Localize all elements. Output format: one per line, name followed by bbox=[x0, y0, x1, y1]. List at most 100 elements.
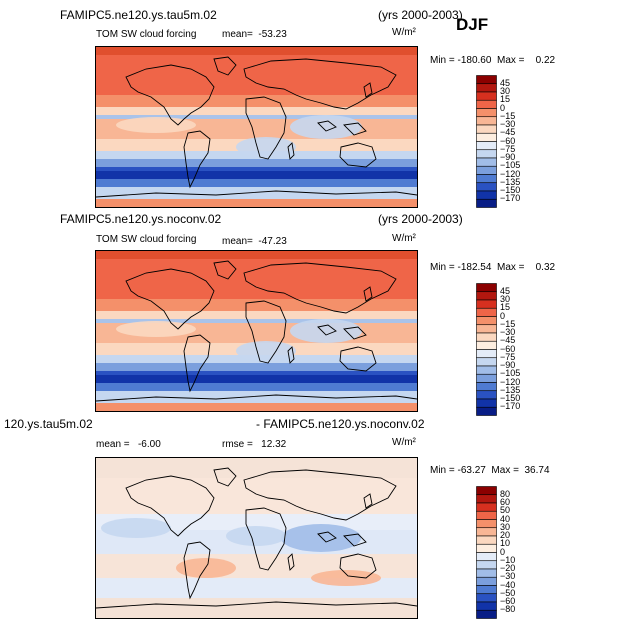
map-band bbox=[96, 387, 417, 391]
panel-1-map-svg bbox=[96, 47, 417, 207]
map-band bbox=[96, 379, 417, 383]
map-band bbox=[96, 598, 417, 602]
map-band bbox=[96, 279, 417, 283]
map-band bbox=[96, 291, 417, 295]
panel-2-mean: mean= -47.23 bbox=[222, 236, 287, 247]
map-band bbox=[96, 171, 417, 175]
map-band bbox=[96, 79, 417, 83]
colorbar-tick-label: −75 bbox=[500, 351, 516, 362]
map-band bbox=[96, 83, 417, 87]
map-patch bbox=[236, 137, 296, 157]
map-band bbox=[96, 71, 417, 75]
map-band bbox=[96, 295, 417, 299]
map-band bbox=[96, 486, 417, 490]
map-band bbox=[96, 363, 417, 367]
map-band bbox=[96, 482, 417, 486]
coastline bbox=[339, 346, 377, 372]
colorbar-tick-label: 0 bbox=[500, 546, 506, 557]
map-band bbox=[96, 175, 417, 179]
colorbar-swatch bbox=[476, 357, 497, 367]
map-patch bbox=[311, 570, 381, 586]
map-band bbox=[96, 307, 417, 311]
coastline bbox=[339, 553, 377, 579]
colorbar-swatch bbox=[476, 510, 497, 520]
colorbar-swatch bbox=[476, 568, 497, 578]
map-band bbox=[96, 135, 417, 139]
coastline bbox=[317, 531, 337, 543]
colorbar-swatch bbox=[476, 198, 497, 208]
map-band bbox=[96, 510, 417, 514]
panel-2-map bbox=[95, 250, 418, 412]
colorbar-swatch bbox=[476, 535, 497, 545]
colorbar-tick-label: 30 bbox=[500, 294, 511, 304]
panel-3-map-svg bbox=[96, 458, 417, 618]
colorbar-swatch bbox=[476, 390, 497, 400]
map-patch bbox=[176, 558, 236, 578]
colorbar-tick-label: 80 bbox=[500, 488, 511, 499]
colorbar-swatch bbox=[476, 601, 497, 611]
map-band bbox=[96, 51, 417, 55]
coastline bbox=[213, 260, 237, 280]
panel-1-mean: mean= -53.23 bbox=[222, 29, 287, 40]
map-band bbox=[96, 407, 417, 411]
map-band bbox=[96, 103, 417, 107]
colorbar-tick-label: 15 bbox=[500, 302, 511, 313]
colorbar-swatch bbox=[476, 332, 497, 342]
coastline bbox=[125, 475, 215, 537]
colorbar-tick-label: 20 bbox=[500, 530, 511, 540]
panel-3-title-right: - FAMIPC5.ne120.ys.noconv.02 bbox=[256, 417, 425, 431]
colorbar-swatch bbox=[476, 552, 497, 562]
coastline bbox=[183, 541, 211, 600]
coastline bbox=[183, 130, 211, 189]
map-band bbox=[96, 395, 417, 399]
panel-1-minmax: Min = -180.60 Max = 0.22 bbox=[430, 55, 556, 66]
colorbar-tick-label: 45 bbox=[500, 77, 511, 88]
map-band bbox=[96, 195, 417, 199]
coastline bbox=[363, 82, 373, 98]
panel-2-minmax: Min = -182.54 Max = 0.32 bbox=[430, 262, 556, 273]
map-band bbox=[96, 518, 417, 522]
panel-1-map bbox=[95, 46, 418, 208]
colorbar-tick-label: −135 bbox=[500, 176, 521, 187]
colorbar-swatch bbox=[476, 340, 497, 350]
colorbar-tick-label: −150 bbox=[500, 393, 521, 403]
map-band bbox=[96, 562, 417, 566]
colorbar-tick-label: −60 bbox=[500, 343, 516, 354]
panel-2-map-svg bbox=[96, 251, 417, 411]
season-label: DJF bbox=[456, 15, 489, 34]
map-band bbox=[96, 506, 417, 510]
colorbar-tick-label: −10 bbox=[500, 554, 516, 565]
map-band bbox=[96, 546, 417, 550]
map-band bbox=[96, 323, 417, 327]
map-band bbox=[96, 187, 417, 191]
coastline bbox=[213, 56, 237, 76]
colorbar-swatch bbox=[476, 486, 497, 496]
map-band bbox=[96, 590, 417, 594]
map-band bbox=[96, 127, 417, 131]
colorbar-swatch bbox=[476, 299, 497, 309]
colorbar-swatch bbox=[476, 157, 497, 167]
panel-3-rmse: rmse = 12.32 bbox=[222, 439, 287, 450]
colorbar-tick-label: 0 bbox=[500, 310, 506, 321]
map-band bbox=[96, 155, 417, 159]
colorbar-swatch bbox=[476, 99, 497, 109]
panel-2-title-right: (yrs 2000-2003) bbox=[378, 212, 463, 226]
colorbar-tick-label: 50 bbox=[500, 505, 511, 516]
colorbar-tick-label: −170 bbox=[500, 401, 521, 412]
map-band bbox=[96, 514, 417, 518]
coastline bbox=[287, 346, 295, 364]
colorbar-tick-label: −30 bbox=[500, 327, 516, 337]
map-band bbox=[96, 47, 417, 51]
map-patch bbox=[290, 319, 362, 343]
colorbar-swatch bbox=[476, 494, 497, 504]
colorbar-tick-label: 45 bbox=[500, 285, 511, 296]
map-band bbox=[96, 367, 417, 371]
map-band bbox=[96, 490, 417, 494]
colorbar-swatch bbox=[476, 132, 497, 142]
map-band bbox=[96, 339, 417, 343]
map-band bbox=[96, 67, 417, 71]
map-band bbox=[96, 315, 417, 319]
colorbar-tick-label: −20 bbox=[500, 563, 516, 573]
map-band bbox=[96, 470, 417, 474]
map-band bbox=[96, 403, 417, 407]
